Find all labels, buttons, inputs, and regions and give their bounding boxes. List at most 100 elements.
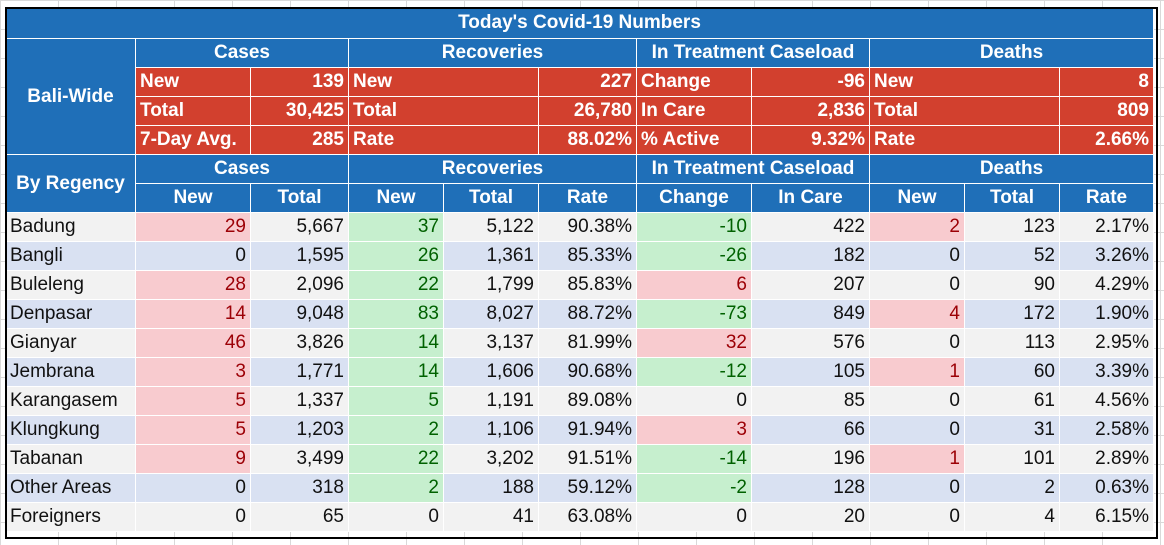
data-cell[interactable]: 3.26%	[1059, 241, 1154, 271]
bw-cell-label[interactable]: New	[869, 67, 1060, 97]
bw-cell-label[interactable]: Total	[348, 96, 539, 126]
data-cell[interactable]: 59.12%	[538, 473, 637, 503]
regency-name[interactable]: Denpasar	[5, 299, 136, 329]
data-cell[interactable]: 22	[348, 444, 444, 474]
data-cell[interactable]: 1,595	[250, 241, 349, 271]
data-cell[interactable]: 4	[869, 299, 965, 329]
data-cell[interactable]: 91.51%	[538, 444, 637, 474]
data-cell[interactable]: 20	[751, 502, 870, 532]
data-cell[interactable]: 65	[250, 502, 349, 532]
bw-cell-value[interactable]: 139	[250, 67, 349, 97]
data-cell[interactable]: 5	[135, 415, 251, 445]
data-cell[interactable]: 89.08%	[538, 386, 637, 416]
regency-name[interactable]: Gianyar	[5, 328, 136, 358]
regency-name[interactable]: Karangasem	[5, 386, 136, 416]
data-cell[interactable]: 0	[135, 241, 251, 271]
data-cell[interactable]: 31	[964, 415, 1060, 445]
bw-cell-value[interactable]: 2,836	[751, 96, 870, 126]
bw-cell-label[interactable]: Change	[636, 67, 752, 97]
data-cell[interactable]: 128	[751, 473, 870, 503]
column-header[interactable]: New	[869, 183, 965, 213]
regency-name[interactable]: Bangli	[5, 241, 136, 271]
data-cell[interactable]: 5,122	[443, 212, 539, 242]
bw-cell-value[interactable]: 88.02%	[538, 125, 637, 155]
data-cell[interactable]: 0	[869, 415, 965, 445]
data-cell[interactable]: 0	[869, 386, 965, 416]
data-cell[interactable]: 14	[348, 357, 444, 387]
data-cell[interactable]: 207	[751, 270, 870, 300]
group-header-deaths[interactable]: Deaths	[869, 154, 1154, 184]
regency-name[interactable]: Tabanan	[5, 444, 136, 474]
regency-name[interactable]: Buleleng	[5, 270, 136, 300]
data-cell[interactable]: 4.56%	[1059, 386, 1154, 416]
data-cell[interactable]: -2	[636, 473, 752, 503]
data-cell[interactable]: 85	[751, 386, 870, 416]
data-cell[interactable]: 8,027	[443, 299, 539, 329]
data-cell[interactable]: 3.39%	[1059, 357, 1154, 387]
data-cell[interactable]: 0	[348, 502, 444, 532]
data-cell[interactable]: 2	[348, 415, 444, 445]
data-cell[interactable]: 2	[964, 473, 1060, 503]
regency-name[interactable]: Other Areas	[5, 473, 136, 503]
data-cell[interactable]: 81.99%	[538, 328, 637, 358]
data-cell[interactable]: 0	[869, 473, 965, 503]
bw-cell-label[interactable]: Rate	[869, 125, 1060, 155]
data-cell[interactable]: 3	[636, 415, 752, 445]
data-cell[interactable]: 576	[751, 328, 870, 358]
data-cell[interactable]: 0	[869, 328, 965, 358]
bw-deaths-header[interactable]: Deaths	[869, 38, 1154, 68]
data-cell[interactable]: 0	[636, 502, 752, 532]
data-cell[interactable]: 0	[869, 502, 965, 532]
data-cell[interactable]: 1,203	[250, 415, 349, 445]
column-header[interactable]: New	[135, 183, 251, 213]
data-cell[interactable]: 2.95%	[1059, 328, 1154, 358]
data-cell[interactable]: 101	[964, 444, 1060, 474]
data-cell[interactable]: 1,799	[443, 270, 539, 300]
data-cell[interactable]: 105	[751, 357, 870, 387]
data-cell[interactable]: 1,771	[250, 357, 349, 387]
bw-cell-value[interactable]: -96	[751, 67, 870, 97]
column-header[interactable]: Rate	[538, 183, 637, 213]
bw-recoveries-header[interactable]: Recoveries	[348, 38, 637, 68]
regency-name[interactable]: Klungkung	[5, 415, 136, 445]
bw-cell-label[interactable]: % Active	[636, 125, 752, 155]
regency-name[interactable]: Jembrana	[5, 357, 136, 387]
data-cell[interactable]: 123	[964, 212, 1060, 242]
bw-cell-label[interactable]: New	[135, 67, 251, 97]
bali-wide-label[interactable]: Bali-Wide	[5, 38, 136, 155]
group-header-cases[interactable]: Cases	[135, 154, 349, 184]
bw-cell-label[interactable]: Total	[869, 96, 1060, 126]
data-cell[interactable]: 4.29%	[1059, 270, 1154, 300]
data-cell[interactable]: -10	[636, 212, 752, 242]
bw-cell-label[interactable]: Rate	[348, 125, 539, 155]
data-cell[interactable]: 1,337	[250, 386, 349, 416]
bw-cell-label[interactable]: In Care	[636, 96, 752, 126]
data-cell[interactable]: 5,667	[250, 212, 349, 242]
data-cell[interactable]: 61	[964, 386, 1060, 416]
data-cell[interactable]: 1,361	[443, 241, 539, 271]
regency-name[interactable]: Foreigners	[5, 502, 136, 532]
data-cell[interactable]: 3	[135, 357, 251, 387]
bw-treatment-header[interactable]: In Treatment Caseload	[636, 38, 870, 68]
data-cell[interactable]: 3,499	[250, 444, 349, 474]
data-cell[interactable]: 2.58%	[1059, 415, 1154, 445]
group-header-recoveries[interactable]: Recoveries	[348, 154, 637, 184]
data-cell[interactable]: 2	[869, 212, 965, 242]
column-header[interactable]: In Care	[751, 183, 870, 213]
data-cell[interactable]: 14	[135, 299, 251, 329]
data-cell[interactable]: 0	[135, 473, 251, 503]
bw-cell-value[interactable]: 227	[538, 67, 637, 97]
data-cell[interactable]: 3,826	[250, 328, 349, 358]
data-cell[interactable]: 6	[636, 270, 752, 300]
regency-name[interactable]: Badung	[5, 212, 136, 242]
data-cell[interactable]: 90	[964, 270, 1060, 300]
data-cell[interactable]: 0.63%	[1059, 473, 1154, 503]
data-cell[interactable]: 66	[751, 415, 870, 445]
data-cell[interactable]: 85.83%	[538, 270, 637, 300]
bw-cell-value[interactable]: 8	[1059, 67, 1154, 97]
data-cell[interactable]: 26	[348, 241, 444, 271]
data-cell[interactable]: 196	[751, 444, 870, 474]
data-cell[interactable]: 85.33%	[538, 241, 637, 271]
data-cell[interactable]: 2,096	[250, 270, 349, 300]
data-cell[interactable]: 83	[348, 299, 444, 329]
